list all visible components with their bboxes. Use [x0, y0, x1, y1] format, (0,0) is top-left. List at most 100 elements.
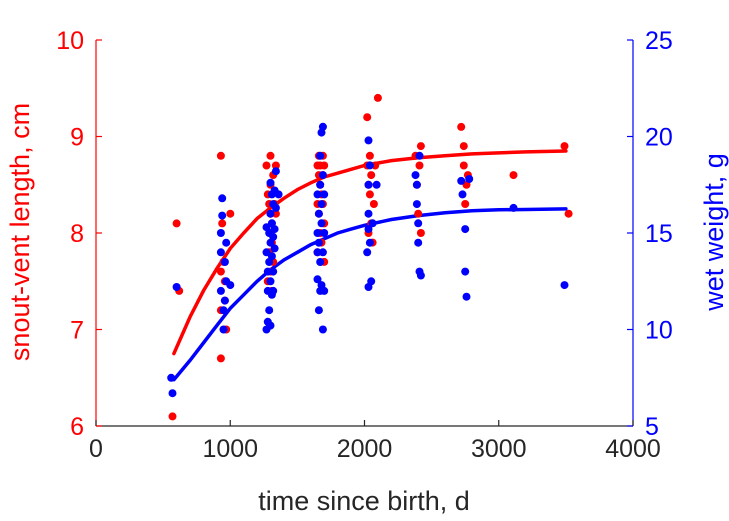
left-data-point	[320, 161, 329, 170]
right-data-point	[226, 281, 235, 290]
right-data-point	[320, 229, 329, 237]
right-data-point	[317, 219, 326, 228]
left-data-point	[373, 93, 382, 102]
left-data-point	[226, 209, 235, 218]
right-data-point	[314, 209, 323, 218]
right-data-point	[318, 171, 327, 180]
right-data-point	[412, 180, 421, 189]
left-data-point	[367, 171, 376, 180]
right-data-point	[318, 122, 327, 131]
left-data-point	[216, 151, 225, 160]
right-data-point	[414, 238, 423, 247]
left-data-point	[363, 113, 372, 122]
right-data-point	[266, 178, 275, 187]
left-data-point	[509, 171, 518, 180]
right-data-point	[364, 209, 373, 218]
right-y-tick-label: 20	[645, 124, 673, 152]
right-data-point	[316, 258, 325, 266]
right-y-tick-label: 15	[645, 220, 673, 248]
right-data-point	[318, 248, 327, 257]
left-data-point	[416, 229, 425, 237]
right-data-point	[316, 180, 325, 189]
right-data-point	[216, 286, 225, 295]
left-data-point	[564, 209, 573, 218]
right-data-point	[316, 151, 325, 160]
left-data-point	[271, 161, 280, 170]
left-data-point	[168, 412, 177, 421]
x-tick-label: 4000	[605, 435, 661, 463]
right-data-point	[270, 244, 279, 253]
right-data-point	[267, 252, 276, 261]
right-data-point	[411, 171, 420, 180]
right-data-point	[220, 258, 229, 266]
right-data-point	[314, 238, 323, 247]
left-data-point	[216, 267, 225, 276]
right-data-point	[216, 248, 225, 257]
right-data-point	[457, 176, 466, 185]
right-data-point	[367, 277, 376, 286]
right-data-point	[266, 209, 275, 218]
left-data-point	[416, 142, 425, 151]
left-data-point	[459, 142, 468, 151]
right-y-tick-label: 25	[645, 27, 673, 55]
left-data-point	[457, 122, 466, 131]
x-tick-label: 0	[89, 435, 103, 463]
right-data-point	[368, 219, 377, 228]
right-data-point	[218, 194, 227, 203]
left-y-tick-label: 10	[56, 27, 84, 55]
right-data-point	[320, 286, 329, 295]
left-y-tick-label: 9	[70, 124, 84, 152]
right-data-point	[415, 151, 424, 160]
right-data-point	[266, 321, 275, 330]
right-data-point	[320, 190, 329, 199]
right-data-point	[313, 229, 322, 237]
data-points	[167, 93, 573, 421]
right-data-point	[461, 267, 470, 276]
right-data-point	[271, 203, 280, 212]
right-data-point	[414, 219, 423, 228]
right-data-point	[458, 190, 467, 199]
x-tick-label: 3000	[471, 435, 527, 463]
right-data-point	[364, 180, 373, 189]
right-data-point	[317, 200, 326, 209]
right-y-tick-label: 5	[645, 413, 659, 441]
left-data-point	[218, 219, 227, 228]
right-data-point	[216, 229, 225, 237]
right-data-point	[167, 373, 176, 382]
right-data-point	[271, 167, 280, 176]
right-y-tick-label: 10	[645, 317, 673, 345]
right-data-point	[172, 283, 181, 291]
right-data-point	[220, 296, 229, 305]
left-y-tick-label: 8	[70, 220, 84, 248]
left-data-point	[414, 209, 423, 218]
right-y-axis-title: wet weight, g	[699, 153, 729, 312]
right-data-point	[364, 136, 373, 145]
left-data-point	[172, 219, 181, 228]
left-y-tick-label: 7	[70, 317, 84, 345]
right-data-point	[365, 161, 374, 170]
left-data-point	[459, 161, 468, 170]
left-y-axis-title: snout-vent length, cm	[5, 103, 35, 361]
x-tick-label: 1000	[202, 435, 258, 463]
right-data-point	[412, 200, 421, 209]
right-data-point	[313, 275, 322, 284]
right-data-point	[269, 286, 278, 295]
right-data-point	[365, 238, 374, 247]
left-data-point	[415, 161, 424, 170]
right-data-point	[265, 306, 274, 315]
left-data-point	[262, 161, 271, 170]
right-data-point	[219, 325, 228, 334]
left-data-point	[461, 200, 470, 208]
left-data-point	[266, 151, 275, 160]
right-data-point	[270, 225, 279, 234]
right-data-point	[222, 238, 231, 247]
right-data-point	[313, 190, 322, 199]
right-data-point	[168, 389, 177, 398]
right-data-point	[465, 175, 474, 183]
axes: 0 1000 2000 3000 4000 6 7 8 9 10 5 10 15 20 25	[56, 27, 673, 463]
x-tick-label: 2000	[337, 435, 393, 463]
right-data-point	[266, 277, 275, 286]
left-data-point	[365, 190, 374, 199]
left-data-point	[216, 354, 225, 363]
